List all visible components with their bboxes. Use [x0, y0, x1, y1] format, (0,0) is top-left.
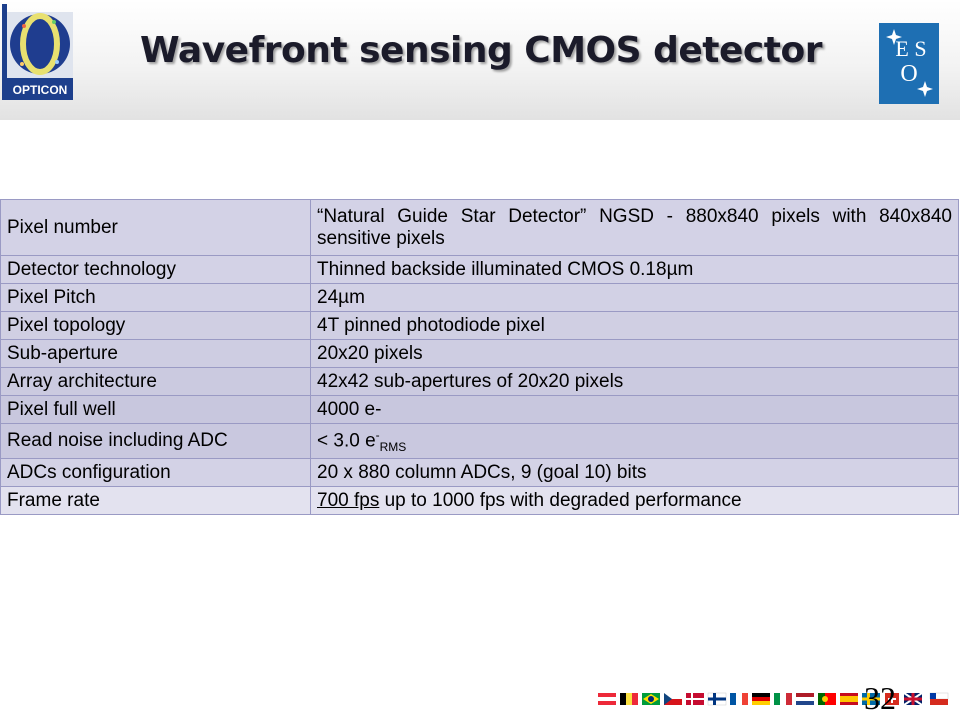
row-label: ADCs configuration [0, 458, 311, 488]
de-flag [752, 693, 770, 705]
read-noise-subscript: RMS [379, 440, 407, 455]
row-label: Pixel full well [0, 395, 311, 424]
table-row: Sub-aperture 20x20 pixels [0, 339, 959, 368]
table-row: Pixel number “Natural Guide Star Detecto… [0, 199, 959, 256]
row-value: 700 fps up to 1000 fps with degraded per… [310, 486, 959, 516]
frame-rate-underlined: 700 fps [317, 489, 380, 511]
table-row: ADCs configuration 20 x 880 column ADCs,… [0, 458, 959, 488]
table-row: Pixel topology 4T pinned photodiode pixe… [0, 311, 959, 340]
eso-logo: E S O [879, 23, 939, 104]
se-flag [862, 693, 880, 705]
row-label: Detector technology [0, 255, 311, 284]
table-row: Detector technology Thinned backside ill… [0, 255, 959, 284]
es-flag [840, 693, 858, 705]
fr-flag [730, 693, 748, 705]
slide-header: OPTICON Wavefront sensing CMOS detector … [0, 0, 960, 120]
it-flag [774, 693, 792, 705]
row-value: 42x42 sub-apertures of 20x20 pixels [310, 367, 959, 396]
row-value: 24µm [310, 283, 959, 312]
nl-flag [796, 693, 814, 705]
specifications-table: Pixel number “Natural Guide Star Detecto… [0, 199, 959, 516]
svg-text:OPTICON: OPTICON [13, 83, 68, 97]
be-flag [620, 693, 638, 705]
read-noise-value: < 3.0 e [317, 430, 376, 452]
row-label: Pixel Pitch [0, 283, 311, 312]
fi-flag [707, 692, 727, 706]
row-value: 20x20 pixels [310, 339, 959, 368]
row-value: 4T pinned photodiode pixel [310, 311, 959, 340]
svg-text:O: O [900, 61, 917, 87]
row-label: Array architecture [0, 367, 311, 396]
gb-flag [903, 692, 923, 706]
ch-flag [885, 693, 899, 705]
frame-rate-rest: up to 1000 fps with degraded performance [379, 489, 742, 511]
cz-flag [664, 693, 682, 705]
table-row: Pixel full well 4000 e- [0, 395, 959, 424]
at-flag [598, 693, 616, 705]
row-value: 20 x 880 column ADCs, 9 (goal 10) bits [310, 458, 959, 488]
row-value: < 3.0 e-RMS [310, 422, 959, 460]
dk-flag [686, 693, 704, 705]
row-label: Read noise including ADC [0, 422, 311, 460]
row-label: Pixel number [0, 199, 311, 256]
table-row: Frame rate 700 fps up to 1000 fps with d… [0, 486, 959, 516]
row-value: Thinned backside illuminated CMOS 0.18µm [310, 255, 959, 284]
table-row: Read noise including ADC < 3.0 e-RMS [0, 422, 959, 460]
br-flag [642, 693, 660, 705]
table-row: Pixel Pitch 24µm [0, 283, 959, 312]
row-label: Frame rate [0, 486, 311, 516]
row-value: 4000 e- [310, 395, 959, 424]
row-label: Sub-aperture [0, 339, 311, 368]
opticon-logo: OPTICON [2, 4, 73, 100]
row-label: Pixel topology [0, 311, 311, 340]
row-value: “Natural Guide Star Detector” NGSD - 880… [310, 199, 959, 256]
partner-flags-strip [598, 692, 949, 706]
read-noise-superscript: - [375, 428, 380, 442]
pt-flag [818, 693, 836, 705]
slide-title: Wavefront sensing CMOS detector [140, 30, 822, 71]
cl-flag [929, 692, 949, 705]
svg-text:E S: E S [895, 36, 926, 61]
table-row: Array architecture 42x42 sub-apertures o… [0, 367, 959, 396]
page-number: 32 [864, 680, 896, 716]
